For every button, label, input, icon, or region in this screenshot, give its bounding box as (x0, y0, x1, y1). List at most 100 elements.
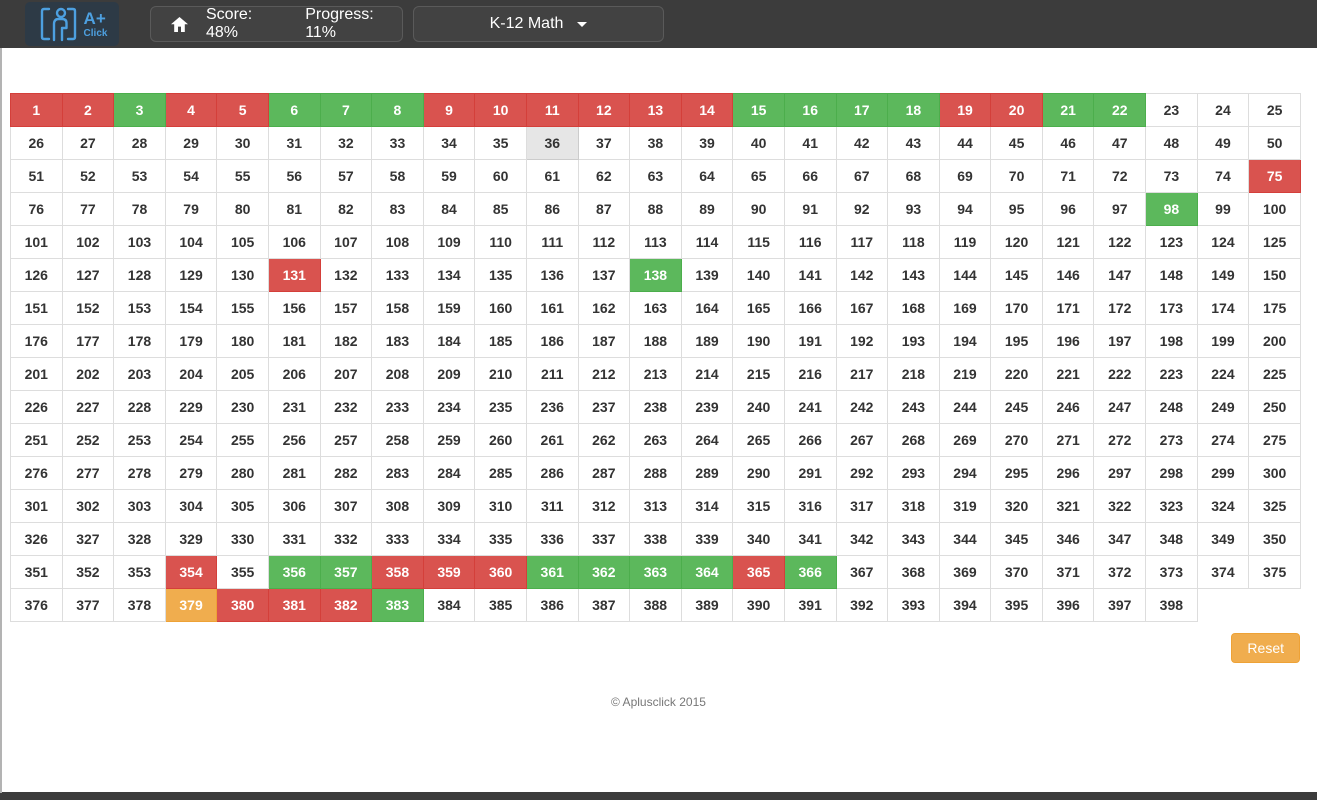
grid-cell-134[interactable]: 134 (422, 258, 476, 292)
grid-cell-151[interactable]: 151 (10, 291, 63, 325)
grid-cell-365[interactable]: 365 (732, 555, 785, 589)
grid-cell-166[interactable]: 166 (783, 291, 837, 325)
grid-cell-38[interactable]: 38 (629, 126, 682, 160)
grid-cell-1[interactable]: 1 (10, 93, 63, 127)
grid-cell-346[interactable]: 346 (1041, 522, 1095, 556)
grid-cell-173[interactable]: 173 (1145, 291, 1198, 325)
grid-cell-190[interactable]: 190 (732, 324, 785, 358)
grid-cell-262[interactable]: 262 (577, 423, 631, 457)
grid-cell-101[interactable]: 101 (10, 225, 63, 259)
grid-cell-66[interactable]: 66 (783, 159, 837, 193)
grid-cell-105[interactable]: 105 (216, 225, 269, 259)
grid-cell-33[interactable]: 33 (371, 126, 424, 160)
grid-cell-305[interactable]: 305 (216, 489, 269, 523)
grid-cell-277[interactable]: 277 (61, 456, 115, 490)
grid-cell-327[interactable]: 327 (61, 522, 115, 556)
grid-cell-263[interactable]: 263 (629, 423, 682, 457)
grid-cell-172[interactable]: 172 (1093, 291, 1147, 325)
grid-cell-72[interactable]: 72 (1093, 159, 1147, 193)
grid-cell-132[interactable]: 132 (319, 258, 373, 292)
grid-cell-110[interactable]: 110 (474, 225, 527, 259)
grid-cell-69[interactable]: 69 (938, 159, 992, 193)
grid-cell-271[interactable]: 271 (1041, 423, 1095, 457)
grid-cell-122[interactable]: 122 (1093, 225, 1147, 259)
grid-cell-22[interactable]: 22 (1093, 93, 1147, 127)
grid-cell-84[interactable]: 84 (422, 192, 476, 226)
grid-cell-194[interactable]: 194 (938, 324, 992, 358)
grid-cell-91[interactable]: 91 (783, 192, 837, 226)
grid-cell-210[interactable]: 210 (474, 357, 527, 391)
grid-cell-378[interactable]: 378 (113, 588, 166, 622)
grid-cell-335[interactable]: 335 (474, 522, 527, 556)
grid-cell-313[interactable]: 313 (629, 489, 682, 523)
grid-cell-376[interactable]: 376 (10, 588, 63, 622)
grid-cell-318[interactable]: 318 (887, 489, 940, 523)
grid-cell-165[interactable]: 165 (732, 291, 785, 325)
grid-cell-51[interactable]: 51 (10, 159, 63, 193)
grid-cell-379[interactable]: 379 (164, 588, 218, 622)
grid-cell-311[interactable]: 311 (525, 489, 579, 523)
grid-cell-340[interactable]: 340 (732, 522, 785, 556)
grid-cell-171[interactable]: 171 (1041, 291, 1095, 325)
grid-cell-280[interactable]: 280 (216, 456, 269, 490)
grid-cell-32[interactable]: 32 (319, 126, 373, 160)
grid-cell-196[interactable]: 196 (1041, 324, 1095, 358)
grid-cell-283[interactable]: 283 (371, 456, 424, 490)
grid-cell-112[interactable]: 112 (577, 225, 631, 259)
grid-cell-309[interactable]: 309 (422, 489, 476, 523)
grid-cell-243[interactable]: 243 (887, 390, 940, 424)
grid-cell-269[interactable]: 269 (938, 423, 992, 457)
grid-cell-95[interactable]: 95 (990, 192, 1043, 226)
grid-cell-208[interactable]: 208 (371, 357, 424, 391)
grid-cell-64[interactable]: 64 (680, 159, 734, 193)
grid-cell-219[interactable]: 219 (938, 357, 992, 391)
grid-cell-296[interactable]: 296 (1041, 456, 1095, 490)
grid-cell-349[interactable]: 349 (1196, 522, 1250, 556)
grid-cell-76[interactable]: 76 (10, 192, 63, 226)
grid-cell-73[interactable]: 73 (1145, 159, 1198, 193)
grid-cell-29[interactable]: 29 (164, 126, 218, 160)
grid-cell-46[interactable]: 46 (1041, 126, 1095, 160)
grid-cell-98[interactable]: 98 (1145, 192, 1198, 226)
grid-cell-389[interactable]: 389 (680, 588, 734, 622)
grid-cell-367[interactable]: 367 (835, 555, 889, 589)
grid-cell-334[interactable]: 334 (422, 522, 476, 556)
grid-cell-143[interactable]: 143 (887, 258, 940, 292)
grid-cell-374[interactable]: 374 (1196, 555, 1250, 589)
grid-cell-244[interactable]: 244 (938, 390, 992, 424)
grid-cell-274[interactable]: 274 (1196, 423, 1250, 457)
grid-cell-256[interactable]: 256 (267, 423, 321, 457)
grid-cell-140[interactable]: 140 (732, 258, 785, 292)
grid-cell-206[interactable]: 206 (267, 357, 321, 391)
grid-cell-209[interactable]: 209 (422, 357, 476, 391)
grid-cell-58[interactable]: 58 (371, 159, 424, 193)
grid-cell-302[interactable]: 302 (61, 489, 115, 523)
grid-cell-94[interactable]: 94 (938, 192, 992, 226)
grid-cell-255[interactable]: 255 (216, 423, 269, 457)
grid-cell-371[interactable]: 371 (1041, 555, 1095, 589)
grid-cell-145[interactable]: 145 (990, 258, 1043, 292)
grid-cell-330[interactable]: 330 (216, 522, 269, 556)
grid-cell-109[interactable]: 109 (422, 225, 476, 259)
grid-cell-308[interactable]: 308 (371, 489, 424, 523)
grid-cell-251[interactable]: 251 (10, 423, 63, 457)
grid-cell-99[interactable]: 99 (1196, 192, 1250, 226)
grid-cell-54[interactable]: 54 (164, 159, 218, 193)
grid-cell-183[interactable]: 183 (371, 324, 424, 358)
grid-cell-319[interactable]: 319 (938, 489, 992, 523)
grid-cell-70[interactable]: 70 (990, 159, 1043, 193)
grid-cell-177[interactable]: 177 (61, 324, 115, 358)
grid-cell-282[interactable]: 282 (319, 456, 373, 490)
grid-cell-326[interactable]: 326 (10, 522, 63, 556)
grid-cell-25[interactable]: 25 (1248, 93, 1301, 127)
grid-cell-108[interactable]: 108 (371, 225, 424, 259)
grid-cell-362[interactable]: 362 (577, 555, 631, 589)
grid-cell-10[interactable]: 10 (474, 93, 527, 127)
grid-cell-186[interactable]: 186 (525, 324, 579, 358)
grid-cell-24[interactable]: 24 (1196, 93, 1250, 127)
grid-cell-174[interactable]: 174 (1196, 291, 1250, 325)
grid-cell-90[interactable]: 90 (732, 192, 785, 226)
grid-cell-354[interactable]: 354 (164, 555, 218, 589)
grid-cell-131[interactable]: 131 (267, 258, 321, 292)
grid-cell-325[interactable]: 325 (1248, 489, 1301, 523)
